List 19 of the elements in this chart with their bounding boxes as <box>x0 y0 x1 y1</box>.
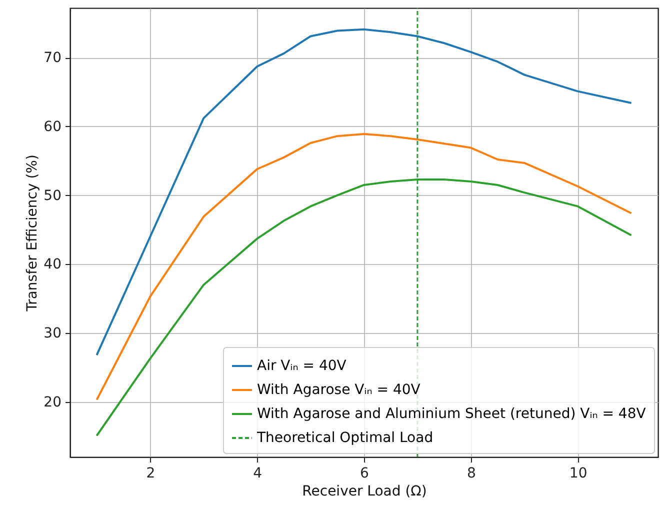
x-tick-label: 10 <box>569 466 588 482</box>
ref-line-label: Theoretical Optimal Load <box>256 430 434 446</box>
y-axis-title: Transfer Efficiency (%) <box>24 154 41 312</box>
y-tick-label: 60 <box>44 118 62 135</box>
y-tick-label: 50 <box>44 188 62 204</box>
x-axis-title: Receiver Load (Ω) <box>302 484 427 500</box>
y-tick-label: 40 <box>44 256 62 273</box>
line-series <box>96 133 632 401</box>
y-tick-label: 20 <box>44 394 62 410</box>
legend-label: With Agarose Vᵢₙ = 40V <box>257 382 421 398</box>
x-tick-label: 4 <box>253 466 262 482</box>
x-tick-label: 2 <box>146 466 156 482</box>
y-tick-label: 70 <box>44 50 62 66</box>
line-series <box>96 28 632 356</box>
x-tick-label: 6 <box>360 466 370 482</box>
y-tick-label: 30 <box>44 326 62 342</box>
legend-label: With Agarose and Aluminium Sheet (retuned) Vᵢₙ = 48V <box>257 406 646 422</box>
legend-label: Air Vᵢₙ = 40V <box>257 358 347 374</box>
x-tick-label: 8 <box>466 466 476 482</box>
